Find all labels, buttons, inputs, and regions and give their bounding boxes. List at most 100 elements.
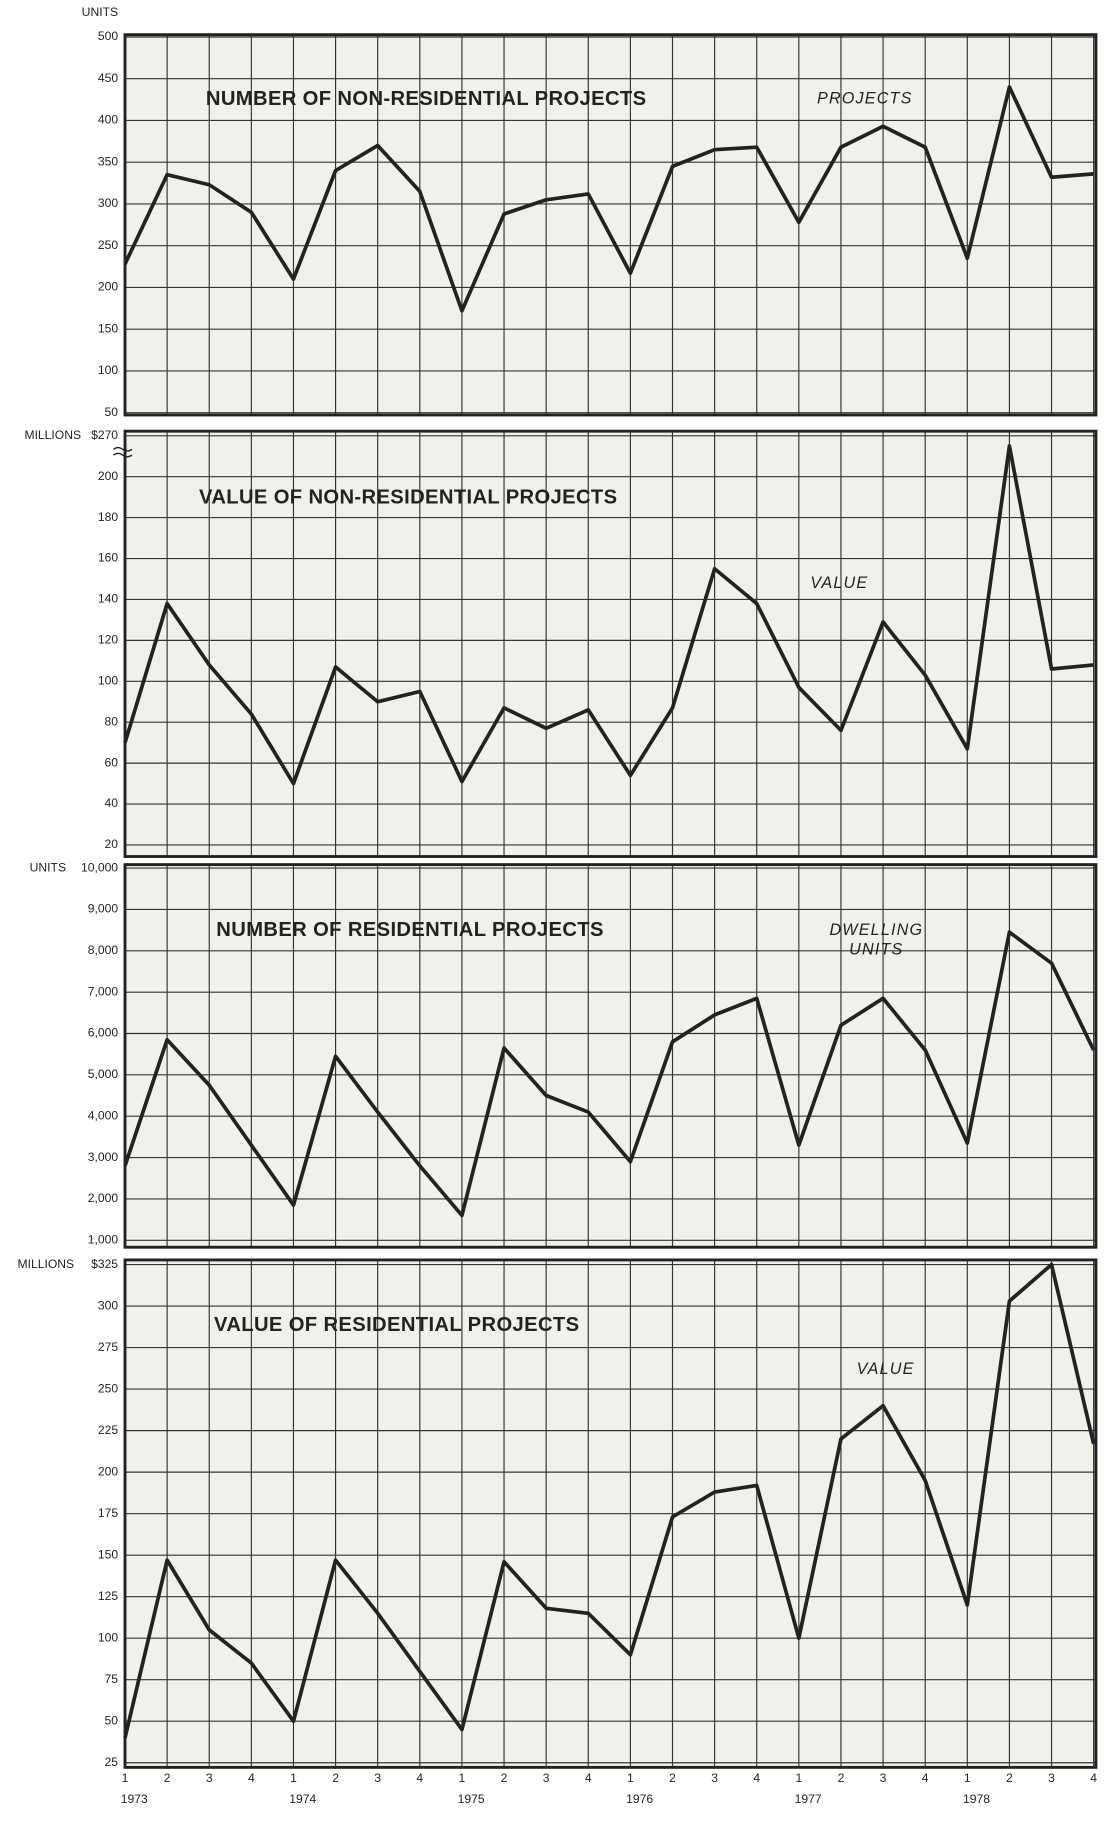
- y-tick-label: 50: [105, 1713, 119, 1727]
- x-tick-label: 2: [332, 1771, 339, 1785]
- y-tick-label: 300: [98, 1298, 118, 1312]
- x-tick-label: 1: [795, 1771, 802, 1785]
- y-tick-label: 225: [98, 1423, 118, 1437]
- y-axis-unit: MILLIONS: [18, 1257, 75, 1271]
- x-tick-label: 3: [711, 1771, 718, 1785]
- chart-title: NUMBER OF RESIDENTIAL PROJECTS: [216, 919, 603, 941]
- x-tick-label: 2: [669, 1771, 676, 1785]
- x-tick-label: 2: [164, 1771, 171, 1785]
- x-tick-label: 1: [290, 1771, 297, 1785]
- y-tick-label: 200: [98, 1464, 118, 1478]
- y-tick-label: 250: [98, 1381, 118, 1395]
- x-tick-label: 4: [1090, 1771, 1097, 1785]
- y-tick-label: $325: [91, 1257, 118, 1271]
- annotation: DWELLING: [829, 921, 923, 939]
- y-tick-label: 200: [98, 280, 118, 294]
- x-year-label: 1977: [795, 1792, 822, 1806]
- y-tick-label: $270: [91, 428, 118, 442]
- y-tick-label: 4,000: [88, 1108, 119, 1122]
- x-tick-label: 1: [459, 1771, 466, 1785]
- y-tick-label: 450: [98, 71, 118, 85]
- x-tick-label: 3: [543, 1771, 550, 1785]
- y-tick-label: 3,000: [88, 1150, 119, 1164]
- y-tick-label: 180: [98, 510, 118, 524]
- y-tick-label: 150: [98, 321, 118, 335]
- plot-frame: [123, 33, 1098, 417]
- x-year-label: 1976: [626, 1792, 653, 1806]
- x-tick-label: 4: [248, 1771, 255, 1785]
- y-axis-unit: UNITS: [30, 860, 66, 874]
- x-tick-label: 4: [416, 1771, 423, 1785]
- y-tick-label: 120: [98, 633, 118, 647]
- annotation: VALUE: [857, 1360, 915, 1378]
- y-tick-label: 175: [98, 1506, 118, 1520]
- y-tick-label: 2,000: [88, 1191, 119, 1205]
- y-tick-label: 1,000: [88, 1232, 119, 1246]
- y-tick-label: 6,000: [88, 1026, 119, 1040]
- y-tick-label: 40: [105, 796, 119, 810]
- x-year-label: 1978: [963, 1792, 990, 1806]
- y-tick-label: 250: [98, 238, 118, 252]
- chart-title: VALUE OF NON-RESIDENTIAL PROJECTS: [199, 487, 617, 509]
- y-tick-label: 150: [98, 1547, 118, 1561]
- plot-frame: [123, 429, 1098, 858]
- x-tick-label: 4: [585, 1771, 592, 1785]
- y-tick-label: 9,000: [88, 902, 119, 916]
- y-tick-label: 500: [98, 29, 118, 43]
- x-tick-label: 1: [964, 1771, 971, 1785]
- x-tick-label: 3: [880, 1771, 887, 1785]
- chart-title: NUMBER OF NON-RESIDENTIAL PROJECTS: [206, 88, 647, 110]
- y-tick-label: 400: [98, 113, 118, 127]
- x-tick-label: 2: [1006, 1771, 1013, 1785]
- y-tick-label: 350: [98, 154, 118, 168]
- y-tick-label: 50: [105, 405, 119, 419]
- x-tick-label: 3: [1048, 1771, 1055, 1785]
- data-line: [123, 444, 1094, 786]
- y-tick-label: 60: [105, 755, 119, 769]
- chart-title: VALUE OF RESIDENTIAL PROJECTS: [214, 1314, 579, 1336]
- y-tick-label: 100: [98, 363, 118, 377]
- y-tick-label: 100: [98, 673, 118, 687]
- plot-background: [125, 864, 1096, 1248]
- y-tick-label: 8,000: [88, 943, 119, 957]
- y-axis-unit: MILLIONS: [24, 428, 81, 442]
- y-tick-label: 100: [98, 1630, 118, 1644]
- x-tick-label: 4: [922, 1771, 929, 1785]
- data-line: [123, 1262, 1096, 1739]
- y-tick-label: 5,000: [88, 1067, 119, 1081]
- y-tick-label: 20: [105, 837, 119, 851]
- x-tick-label: 1: [122, 1771, 129, 1785]
- x-tick-label: 2: [501, 1771, 508, 1785]
- plot-background: [125, 34, 1096, 415]
- annotation: UNITS: [849, 940, 903, 958]
- y-tick-label: 200: [98, 469, 118, 483]
- plot-background: [125, 431, 1096, 857]
- x-tick-label: 1: [627, 1771, 634, 1785]
- y-tick-label: 80: [105, 714, 119, 728]
- y-tick-label: 7,000: [88, 984, 119, 998]
- y-tick-label: 75: [105, 1672, 119, 1686]
- y-tick-label: 300: [98, 196, 118, 210]
- y-tick-label: 25: [105, 1755, 119, 1769]
- annotation: VALUE: [810, 574, 868, 592]
- y-tick-label: 10,000: [81, 860, 118, 874]
- x-year-label: 1975: [458, 1792, 485, 1806]
- x-tick-label: 2: [838, 1771, 845, 1785]
- y-tick-label: 140: [98, 592, 118, 606]
- y-axis-unit: UNITS: [82, 5, 118, 19]
- y-tick-label: 275: [98, 1340, 118, 1354]
- annotation: PROJECTS: [817, 90, 913, 108]
- data-line: [123, 930, 1096, 1218]
- plot-frame: [123, 1258, 1098, 1769]
- axis-break: [113, 446, 133, 458]
- x-tick-label: 3: [374, 1771, 381, 1785]
- x-year-label: 1973: [121, 1792, 148, 1806]
- data-line: [123, 85, 1094, 313]
- y-tick-label: 160: [98, 551, 118, 565]
- y-tick-label: 125: [98, 1589, 118, 1603]
- plot-frame: [123, 863, 1098, 1249]
- x-year-label: 1974: [289, 1792, 316, 1806]
- x-tick-label: 4: [753, 1771, 760, 1785]
